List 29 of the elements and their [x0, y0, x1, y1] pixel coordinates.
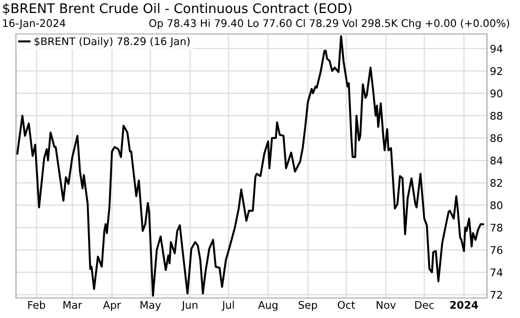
y-tick-label: 86 — [490, 134, 502, 142]
x-tick-label: Feb — [28, 300, 46, 309]
x-tick-label: Apr — [103, 301, 121, 311]
x-tick-label: Mar — [64, 301, 82, 309]
y-tick-label: 94 — [490, 44, 502, 53]
x-tick-label: Jul — [222, 300, 234, 311]
x-tick-label: Oct — [338, 300, 355, 309]
y-tick-label: 72 — [490, 290, 502, 299]
x-tick-label: May — [140, 301, 161, 311]
y-tick-label: 92 — [490, 67, 502, 76]
y-tick-label: 84 — [490, 156, 502, 165]
y-tick-label: 88 — [490, 112, 502, 120]
x-tick-label: Sep — [298, 300, 318, 311]
y-tick-label: 76 — [490, 246, 502, 254]
y-tick-label: 80 — [490, 201, 502, 210]
y-tick-label: 90 — [490, 90, 502, 98]
line-series — [16, 35, 484, 297]
y-tick-label: 78 — [490, 224, 502, 232]
text: Op 78.43 Hi 79.40 Lo 77.60 Cl 78.29 Vol 298.5K Chg +0.00 (+0.00%) — [149, 19, 510, 30]
x-tick-label: 2024 — [450, 300, 478, 309]
y-tick-label: 82 — [490, 179, 502, 187]
y-tick-label: 74 — [490, 268, 502, 276]
x-tick-label: Jun — [181, 301, 198, 311]
legend-label: $BRENT (Daily) 78.29 (16 Jan) — [34, 37, 190, 48]
chart-title: $BRENT Brent Crude Oil - Continuous Contract (EOD) — [3, 3, 352, 15]
chart-subtitle: 16-Jan-2024 — [3, 19, 66, 29]
x-tick-label: Dec — [415, 301, 434, 309]
x-tick-label: Aug — [258, 301, 278, 311]
x-tick-label: Nov — [376, 301, 396, 309]
